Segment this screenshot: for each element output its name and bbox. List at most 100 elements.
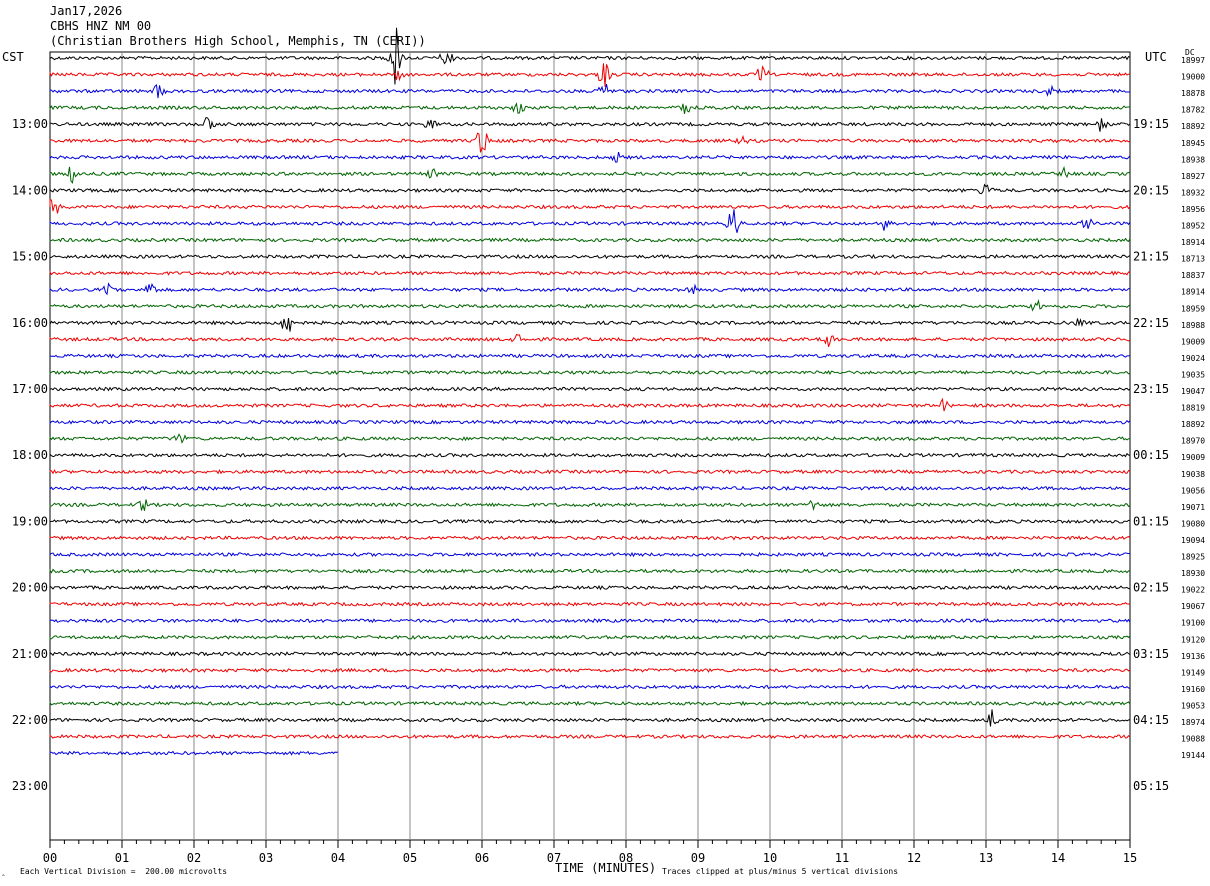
utc-hour-label: 21:15 [1133,250,1169,264]
dc-offset-value: 18914 [1181,288,1205,297]
x-tick-label: 05 [403,851,417,865]
seismic-trace [49,733,1131,740]
dc-offset-value: 19100 [1181,619,1205,628]
dc-offset-value: 18938 [1181,155,1205,164]
x-tick-label: 13 [979,851,993,865]
cst-hour-label: 18:00 [12,448,48,462]
seismic-trace [49,386,1131,392]
helicorder-date: Jan17,2026 [50,4,123,18]
dc-offset-value: 18988 [1181,321,1205,330]
dc-offset-value: 19022 [1181,586,1205,595]
x-tick-label: 01 [115,851,129,865]
dc-offset-value: 18997 [1181,56,1205,65]
x-tick-label: 15 [1123,851,1137,865]
dc-offset-value: 18878 [1181,89,1205,98]
seismic-trace [49,700,1131,707]
seismic-trace [49,634,1131,640]
seismic-trace [49,318,1130,332]
seismic-trace [49,151,1131,163]
dc-offset-value: 18959 [1181,304,1205,313]
x-tick-label: 08 [619,851,633,865]
seismic-trace [49,209,1131,233]
seismic-trace [49,618,1131,624]
vertical-scale-note: Each Vertical Division = 200.00 microvol… [20,867,228,876]
dc-offset-value: 19067 [1181,602,1205,611]
seismic-trace [49,651,1131,657]
seismic-trace [49,684,1131,690]
dc-offset-value: 19047 [1181,387,1205,396]
dc-offset-value: 19149 [1181,668,1205,677]
dc-offset-value: 19071 [1181,503,1205,512]
seismic-trace [49,298,1131,312]
dc-offset-value: 18956 [1181,205,1205,214]
x-axis-title: TIME (MINUTES) [555,861,657,875]
x-tick-label: 02 [187,851,201,865]
seismic-trace [49,397,1131,412]
seismic-trace [49,709,1131,727]
seismic-trace [49,63,1131,87]
dc-offset-value: 19056 [1181,486,1205,495]
seismic-trace [49,282,1131,296]
seismic-trace [49,132,1131,153]
station-code: CBHS HNZ NM 00 [50,19,152,33]
dc-offset-value: 18945 [1181,139,1205,148]
seismic-trace [49,270,1131,276]
left-timezone-label: CST [2,50,24,64]
seismic-trace [49,183,1131,195]
cst-hour-label: 22:00 [12,713,48,727]
utc-hour-label: 05:15 [1133,779,1169,793]
x-tick-label: 00 [43,851,57,865]
x-tick-label: 11 [835,851,849,865]
dc-offset-value: 19009 [1181,337,1205,346]
dc-offset-value: 19094 [1181,536,1205,545]
x-tick-label: 09 [691,851,705,865]
x-tick-label: 06 [475,851,489,865]
clip-note: Traces clipped at plus/minus 5 vertical … [662,867,899,876]
dc-offset-value: 18819 [1181,404,1205,413]
dc-offset-value: 18713 [1181,255,1205,264]
cst-hour-label: 20:00 [12,581,48,595]
utc-hour-label: 03:15 [1133,647,1169,661]
seismic-trace [49,253,1131,260]
corner-mark: ‸ [2,867,5,876]
seismic-trace [49,551,1131,558]
dc-offset-value: 18892 [1181,122,1205,131]
seismic-trace [49,237,1131,243]
utc-hour-label: 19:15 [1133,117,1169,131]
dc-offset-value: 19038 [1181,470,1205,479]
seismic-trace [49,117,1131,132]
cst-hour-label: 14:00 [12,183,48,197]
dc-offset-value: 19000 [1181,73,1205,82]
seismic-trace [49,452,1131,458]
dc-offset-value: 18892 [1181,420,1205,429]
cst-hour-label: 19:00 [12,514,48,528]
utc-hour-label: 00:15 [1133,448,1169,462]
utc-hour-label: 20:15 [1133,183,1169,197]
dc-offset-value: 19160 [1181,685,1205,694]
dc-offset-value: 18837 [1181,271,1205,280]
seismic-trace [49,518,1130,525]
seismic-trace [49,353,1131,359]
dc-offset-value: 19053 [1181,701,1205,710]
seismic-trace [49,333,1131,347]
seismic-trace [49,102,1131,114]
cst-hour-label: 23:00 [12,779,48,793]
x-tick-label: 03 [259,851,273,865]
cst-hour-label: 15:00 [12,250,48,264]
seismic-trace [49,165,1131,184]
seismic-trace [49,601,1131,607]
seismic-trace [49,584,1131,591]
seismic-trace [49,750,339,756]
dc-offset-value: 19035 [1181,370,1205,379]
dc-offset-value: 19009 [1181,453,1205,462]
x-tick-label: 07 [547,851,561,865]
dc-offset-value: 18974 [1181,718,1205,727]
cst-hour-label: 13:00 [12,117,48,131]
seismic-trace [49,667,1131,673]
utc-hour-label: 02:15 [1133,581,1169,595]
dc-offset-value: 18930 [1181,569,1205,578]
dc-offset-value: 19120 [1181,635,1205,644]
dc-offset-value: 19136 [1181,652,1205,661]
seismic-trace [49,535,1131,541]
